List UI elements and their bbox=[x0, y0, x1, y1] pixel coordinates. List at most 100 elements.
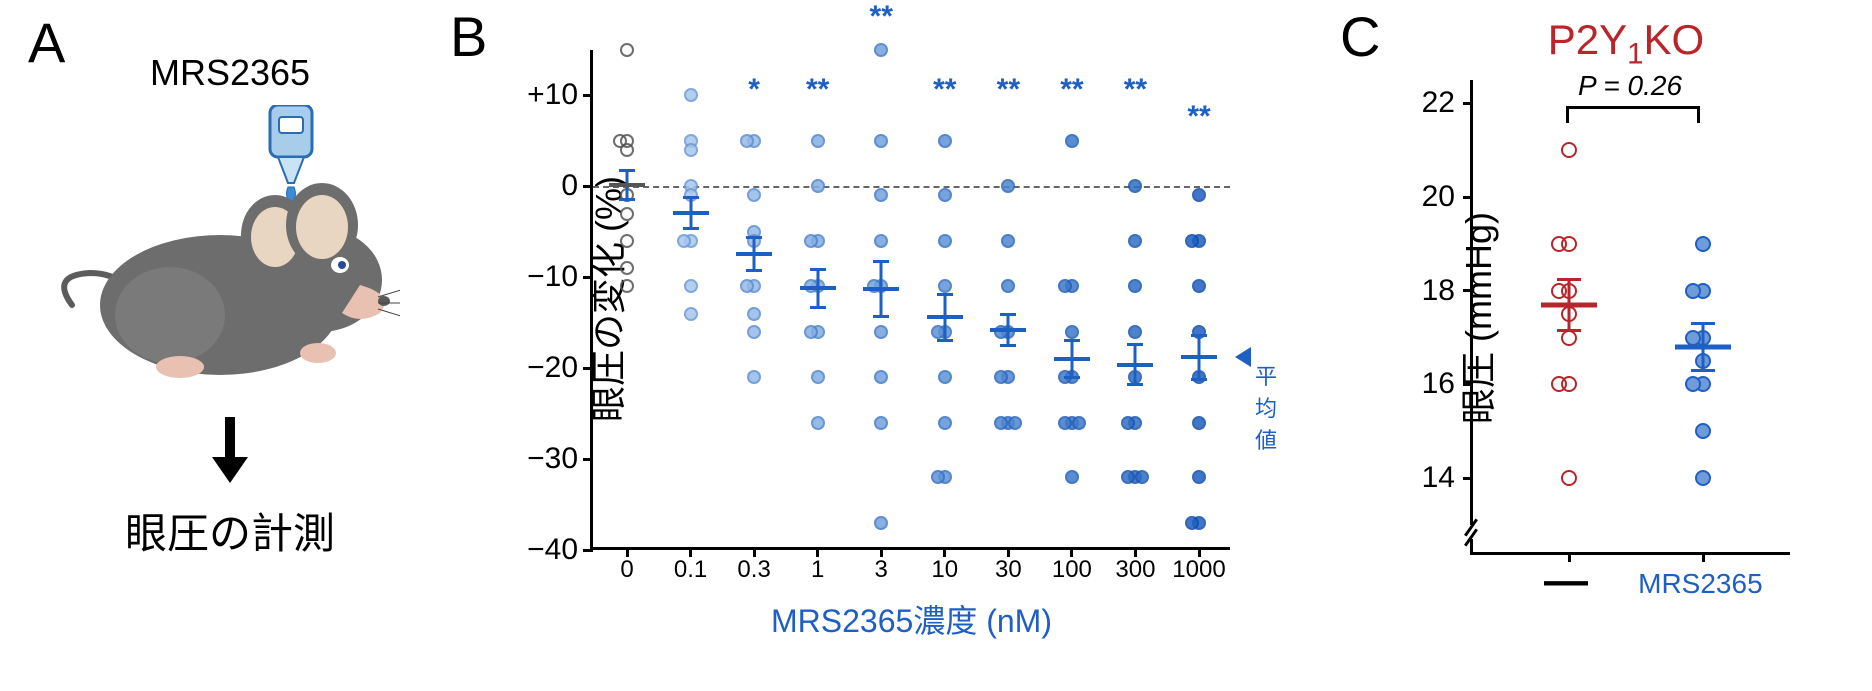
data-point bbox=[1185, 234, 1199, 248]
data-point bbox=[811, 416, 825, 430]
y-tick-label: −10 bbox=[498, 260, 578, 294]
data-point bbox=[747, 325, 761, 339]
data-point bbox=[747, 307, 761, 321]
data-point bbox=[1135, 470, 1149, 484]
mouse-illustration bbox=[60, 105, 400, 395]
data-point bbox=[620, 234, 634, 248]
panel-b-label: B bbox=[450, 4, 487, 69]
data-point bbox=[1058, 279, 1072, 293]
data-point bbox=[740, 279, 754, 293]
comparison-bracket bbox=[1566, 106, 1700, 120]
arrow-down-icon bbox=[208, 415, 252, 495]
x-tick-label: 3 bbox=[875, 556, 888, 584]
data-point bbox=[994, 370, 1008, 384]
data-point bbox=[1065, 134, 1079, 148]
x-axis-label-b: MRS2365濃度 (nM) bbox=[771, 596, 1052, 642]
data-point bbox=[620, 143, 634, 157]
p-value: P = 0.26 bbox=[1578, 70, 1682, 102]
data-point bbox=[1561, 142, 1577, 158]
panel-b: B 眼圧の変化 (%) MRS2365濃度 (nM) +100−10−20−30… bbox=[450, 0, 1310, 690]
data-point bbox=[620, 43, 634, 57]
x-tick-label: 300 bbox=[1115, 556, 1155, 584]
data-point bbox=[1185, 516, 1199, 530]
data-point bbox=[1128, 179, 1142, 193]
data-point bbox=[938, 416, 952, 430]
data-point bbox=[1192, 188, 1206, 202]
data-point bbox=[1551, 283, 1567, 299]
data-point bbox=[684, 307, 698, 321]
data-point bbox=[1695, 236, 1711, 252]
y-tick-label: −20 bbox=[498, 351, 578, 385]
data-point bbox=[874, 416, 888, 430]
data-point bbox=[1128, 234, 1142, 248]
x-group-label: MRS2365 bbox=[1638, 568, 1763, 600]
y-tick-label: 0 bbox=[498, 169, 578, 203]
data-point bbox=[747, 370, 761, 384]
data-point bbox=[874, 43, 888, 57]
data-point bbox=[931, 470, 945, 484]
significance-marker: ** bbox=[806, 73, 829, 107]
dose-response-chart: 眼圧の変化 (%) MRS2365濃度 (nM) +100−10−20−30−4… bbox=[590, 50, 1230, 550]
x-tick-label: 0 bbox=[620, 556, 633, 584]
data-point bbox=[938, 188, 952, 202]
data-point bbox=[874, 370, 888, 384]
data-point bbox=[938, 234, 952, 248]
data-point bbox=[1058, 416, 1072, 430]
data-point bbox=[994, 416, 1008, 430]
data-point bbox=[1685, 376, 1701, 392]
data-point bbox=[1695, 423, 1711, 439]
data-point bbox=[874, 188, 888, 202]
y-tick-label: −30 bbox=[498, 442, 578, 476]
data-point bbox=[1001, 279, 1015, 293]
x-group-label: — bbox=[1544, 556, 1588, 606]
figure-root: A MRS2365 bbox=[0, 0, 1872, 691]
significance-marker: ** bbox=[933, 73, 956, 107]
data-point bbox=[1008, 416, 1022, 430]
data-point bbox=[684, 88, 698, 102]
data-point bbox=[1695, 470, 1711, 486]
panel-a: A MRS2365 bbox=[20, 10, 440, 670]
data-point bbox=[740, 134, 754, 148]
x-tick-label: 10 bbox=[931, 556, 958, 584]
y-axis-label-c: 眼圧 (mmHg) bbox=[1450, 212, 1502, 424]
panel-a-label: A bbox=[28, 10, 65, 75]
data-point bbox=[677, 234, 691, 248]
data-point bbox=[1001, 179, 1015, 193]
data-point bbox=[938, 370, 952, 384]
data-point bbox=[684, 279, 698, 293]
data-point bbox=[747, 188, 761, 202]
data-point bbox=[1192, 416, 1206, 430]
data-point bbox=[804, 325, 818, 339]
y-tick-label: 14 bbox=[1395, 461, 1455, 495]
data-point bbox=[684, 143, 698, 157]
significance-marker: ** bbox=[997, 73, 1020, 107]
data-point bbox=[874, 234, 888, 248]
x-tick-label: 1000 bbox=[1172, 556, 1225, 584]
data-point bbox=[1128, 325, 1142, 339]
data-point bbox=[620, 207, 634, 221]
data-point bbox=[874, 325, 888, 339]
data-point bbox=[620, 279, 634, 293]
data-point bbox=[804, 234, 818, 248]
measurement-label: 眼圧の計測 bbox=[125, 500, 335, 561]
data-point bbox=[811, 134, 825, 148]
mean-indicator-icon bbox=[1235, 347, 1251, 367]
x-tick-label: 0.1 bbox=[674, 556, 707, 584]
mean-annotation: 平均値 bbox=[1255, 359, 1277, 455]
data-point bbox=[1121, 470, 1135, 484]
y-tick-label: −40 bbox=[498, 533, 578, 567]
panel-c-title: P2Y1KO bbox=[1548, 16, 1704, 71]
data-point bbox=[620, 261, 634, 275]
panel-c: C P2Y1KO 眼圧 (mmHg) 1416182022P = 0.26—MR… bbox=[1340, 0, 1860, 690]
data-point bbox=[938, 279, 952, 293]
y-tick-label: 18 bbox=[1395, 274, 1455, 308]
data-point bbox=[1561, 470, 1577, 486]
data-point bbox=[1128, 279, 1142, 293]
data-point bbox=[1192, 279, 1206, 293]
compound-label: MRS2365 bbox=[150, 52, 310, 94]
significance-marker: ** bbox=[1187, 100, 1210, 134]
data-point bbox=[1121, 416, 1135, 430]
data-point bbox=[1685, 283, 1701, 299]
significance-marker: * bbox=[748, 73, 760, 107]
data-point bbox=[1065, 470, 1079, 484]
